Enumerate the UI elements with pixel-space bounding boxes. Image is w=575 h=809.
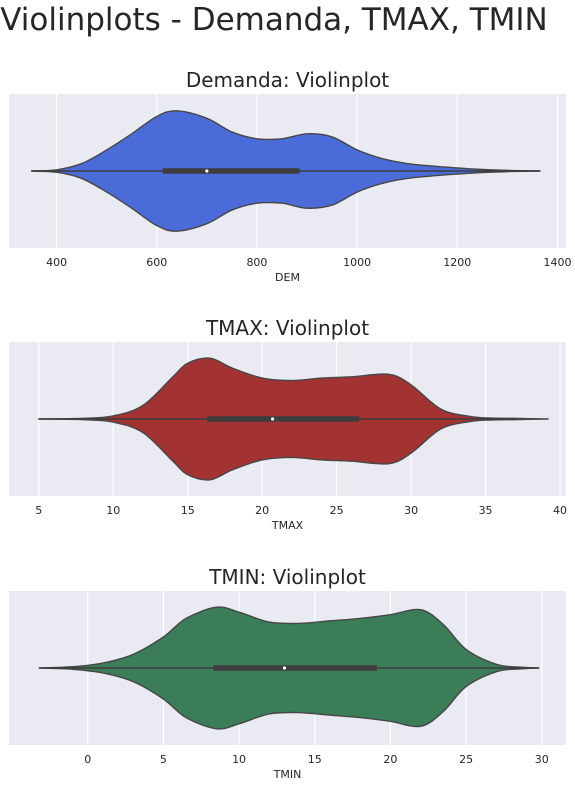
x-tick-label: 10 xyxy=(232,753,246,766)
x-tick-label: 400 xyxy=(46,256,67,269)
violin-plot-tmax: 5 10 15 20 25 30 35 40 TMAX xyxy=(9,342,567,532)
violin-plot-tmin: 0 5 10 15 20 25 30 TMIN xyxy=(9,591,566,781)
panel-title: TMIN: Violinplot xyxy=(209,565,366,589)
violin-panel-tmin: TMIN: Violinplot 0 5 10 15 20 25 30 TMIN xyxy=(0,559,575,809)
x-tick-label: 0 xyxy=(84,753,91,766)
median-marker xyxy=(205,169,209,173)
x-tick-label: 25 xyxy=(330,504,344,517)
x-axis-label: TMAX xyxy=(271,519,304,532)
x-tick-label: 1200 xyxy=(443,256,471,269)
panel-title: TMAX: Violinplot xyxy=(205,316,370,340)
x-tick-label: 30 xyxy=(404,504,418,517)
x-tick-label: 35 xyxy=(479,504,493,517)
x-tick-label: 40 xyxy=(553,504,567,517)
violin-panel-tmax: TMAX: Violinplot 5 10 15 20 25 30 35 40 TMAX xyxy=(0,310,575,560)
x-tick-label: 15 xyxy=(181,504,195,517)
figure-title: Violinplots - Demanda, TMAX, TMIN xyxy=(0,2,548,38)
x-tick-label: 1000 xyxy=(343,256,371,269)
violin-panel-demanda: Demanda: Violinplot 400 600 800 1000 1200 140… xyxy=(0,62,575,312)
x-axis-label: DEM xyxy=(275,271,300,284)
panel-title: Demanda: Violinplot xyxy=(185,68,390,92)
x-tick-label: 600 xyxy=(146,256,167,269)
x-tick-label: 15 xyxy=(308,753,322,766)
x-tick-label: 5 xyxy=(160,753,167,766)
median-marker xyxy=(271,417,275,421)
x-tick-label: 20 xyxy=(255,504,269,517)
x-tick-label: 30 xyxy=(535,753,549,766)
x-axis-label: TMIN xyxy=(273,768,302,781)
x-tick-label: 5 xyxy=(35,504,42,517)
x-tick-label: 800 xyxy=(246,256,267,269)
x-tick-label: 25 xyxy=(459,753,473,766)
x-tick-label: 10 xyxy=(106,504,120,517)
median-marker xyxy=(282,666,287,670)
violin-plot-demanda: 400 600 800 1000 1200 1400 DEM xyxy=(9,94,571,284)
x-tick-label: 20 xyxy=(383,753,397,766)
x-tick-label: 1400 xyxy=(543,256,571,269)
